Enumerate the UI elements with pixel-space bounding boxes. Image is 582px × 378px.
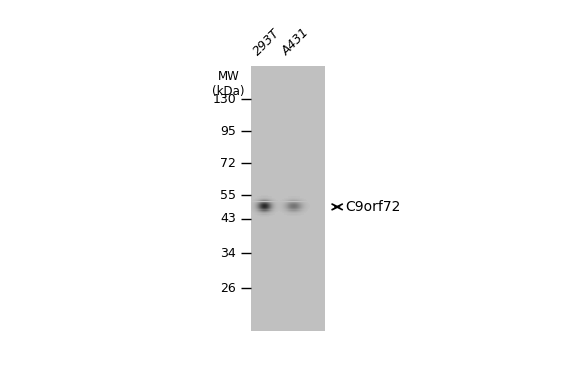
Text: 34: 34: [220, 247, 236, 260]
Bar: [251, 66, 325, 331]
Text: C9orf72: C9orf72: [346, 200, 401, 214]
Text: 130: 130: [212, 93, 236, 106]
Text: MW
(kDa): MW (kDa): [212, 70, 244, 98]
Text: 43: 43: [220, 212, 236, 225]
Text: 95: 95: [220, 125, 236, 138]
Text: 26: 26: [220, 282, 236, 295]
Text: A431: A431: [280, 26, 312, 59]
Text: 55: 55: [220, 189, 236, 202]
Text: 72: 72: [220, 157, 236, 170]
Text: 293T: 293T: [251, 27, 282, 59]
